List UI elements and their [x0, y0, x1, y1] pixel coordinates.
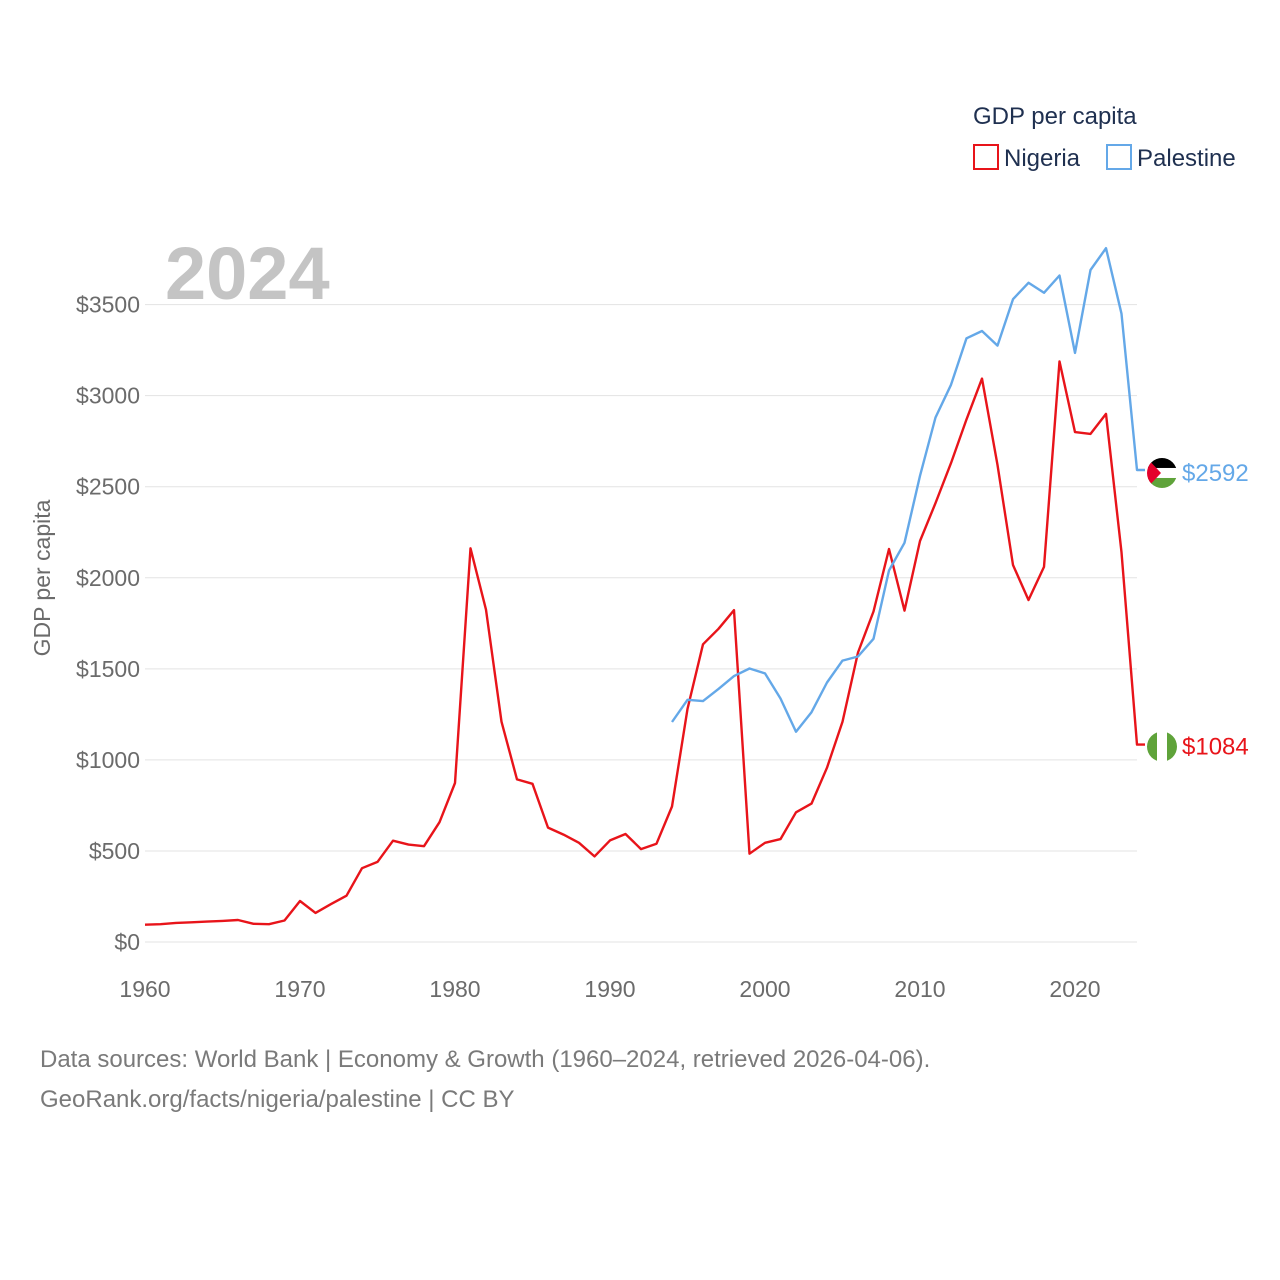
gdp-line-chart: $0 $500 $1000 $1500 $2000 $2500 $3000 $3500 196… — [29, 103, 1249, 1002]
y-tick-label-2000: $2000 — [76, 565, 140, 591]
legend-label-nigeria[interactable]: Nigeria — [1004, 145, 1081, 172]
palestine-flag-icon — [1147, 457, 1177, 488]
legend-swatch-nigeria[interactable] — [973, 144, 999, 170]
x-axis-tick-labels: 1960 1970 1980 1990 2000 2010 2020 — [119, 976, 1100, 1002]
year-watermark: 2024 — [165, 232, 330, 315]
y-axis-tick-labels: $0 $500 $1000 $1500 $2000 $2500 $3000 $3500 — [76, 292, 140, 955]
series-line-nigeria — [144, 360, 1145, 926]
y-tick-label-500: $500 — [89, 838, 140, 864]
nigeria-flag-icon — [1147, 731, 1177, 762]
y-axis-title: GDP per capita — [29, 499, 55, 656]
gridlines — [145, 304, 1137, 943]
y-tick-label-1500: $1500 — [76, 656, 140, 682]
x-tick-label-1990: 1990 — [584, 976, 635, 1002]
y-tick-label-2500: $2500 — [76, 474, 140, 500]
legend-swatch-palestine[interactable] — [1106, 144, 1132, 170]
series-lines — [144, 246, 1145, 926]
legend: GDP per capita Nigeria Palestine — [973, 103, 1236, 172]
y-tick-label-0: $0 — [114, 929, 140, 955]
x-tick-label-2020: 2020 — [1049, 976, 1100, 1002]
data-source-note: Data sources: World Bank | Economy & Gro… — [40, 1046, 931, 1073]
x-tick-label-2010: 2010 — [894, 976, 945, 1002]
legend-title: GDP per capita — [973, 103, 1137, 130]
legend-label-palestine[interactable]: Palestine — [1137, 145, 1236, 172]
x-tick-label-2000: 2000 — [739, 976, 790, 1002]
x-tick-label-1960: 1960 — [119, 976, 170, 1002]
end-label-palestine: $2592 — [1182, 460, 1249, 487]
y-tick-label-3500: $3500 — [76, 292, 140, 318]
license-note: GeoRank.org/facts/nigeria/palestine | CC… — [40, 1086, 515, 1113]
y-tick-label-3000: $3000 — [76, 383, 140, 409]
end-markers: $1084 $2592 — [1147, 457, 1249, 762]
footer: Data sources: World Bank | Economy & Gro… — [40, 1040, 1240, 1120]
y-tick-label-1000: $1000 — [76, 747, 140, 773]
x-tick-label-1970: 1970 — [274, 976, 325, 1002]
end-label-nigeria: $1084 — [1182, 734, 1249, 761]
series-line-palestine — [671, 246, 1145, 733]
x-tick-label-1980: 1980 — [429, 976, 480, 1002]
